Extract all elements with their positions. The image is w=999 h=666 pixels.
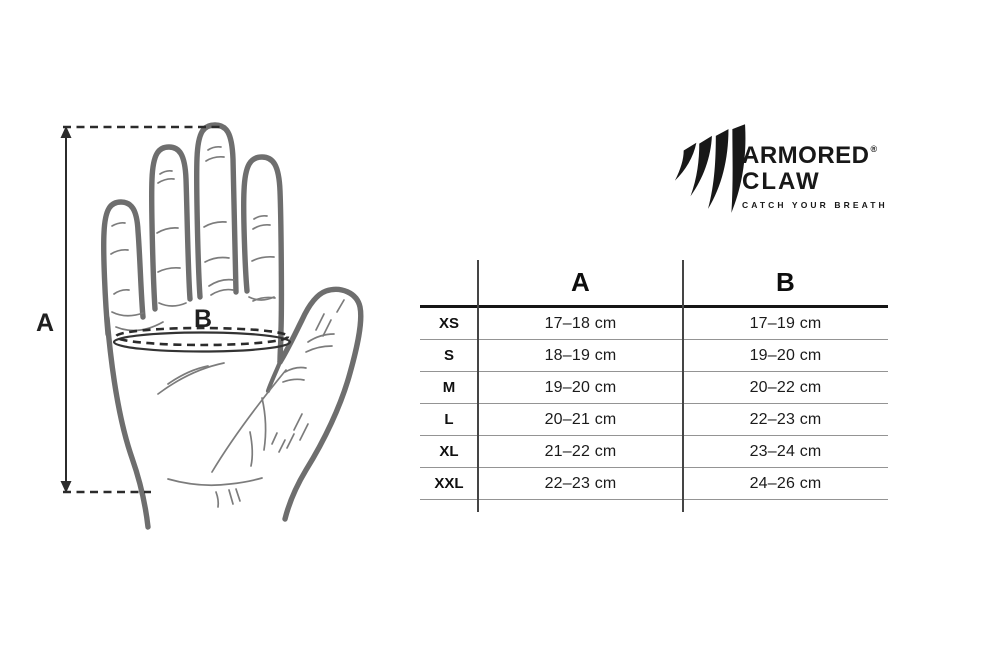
- dimension-label-b: B: [194, 305, 213, 333]
- size-label: S: [443, 347, 454, 364]
- measurement-b-ellipse: [112, 326, 292, 353]
- measurement-a-value: 19–20 cm: [544, 378, 617, 396]
- table-vertical-divider-left: [477, 260, 479, 512]
- measurement-b-value: 23–24 cm: [749, 442, 822, 460]
- size-label: XL: [439, 443, 459, 460]
- column-header-b: B: [776, 267, 795, 297]
- measurement-a-value: 20–21 cm: [544, 410, 617, 428]
- brand-name-claw: CLAW: [742, 168, 821, 195]
- measurement-b-value: 20–22 cm: [749, 378, 822, 396]
- measurement-a-value: 22–23 cm: [544, 474, 617, 492]
- measurement-a-arrow: [60, 125, 221, 494]
- table-vertical-divider-right: [682, 260, 684, 512]
- brand-wordmark: ARMORED® CLAW CATCH YOUR BREATH: [742, 124, 888, 211]
- size-label: XS: [438, 315, 459, 332]
- table-row-xxl: XXL 22–23 cm 24–26 cm: [420, 468, 888, 500]
- registered-trademark: ®: [870, 144, 878, 154]
- size-label: XXL: [434, 475, 464, 492]
- table-row-l: L 20–21 cm 22–23 cm: [420, 404, 888, 436]
- hand-illustration: [60, 122, 364, 530]
- brand-name-line1: ARMORED®: [742, 144, 888, 168]
- measurement-b-value: 22–23 cm: [749, 410, 822, 428]
- measurement-b-value: 17–19 cm: [749, 314, 822, 332]
- dimension-label-a: A: [36, 309, 55, 337]
- measurement-a-value: 17–18 cm: [544, 314, 617, 332]
- hand-sketch-details: [110, 145, 345, 508]
- table-row-s: S 18–19 cm 19–20 cm: [420, 340, 888, 372]
- hand-outline: [101, 122, 364, 530]
- measurement-a-value: 21–22 cm: [544, 442, 617, 460]
- measurement-b-value: 24–26 cm: [749, 474, 822, 492]
- size-table: A B XS 17–18 cm 17–19 cm S 18–19 cm 19–2…: [420, 260, 888, 512]
- brand-name-armored: ARMORED: [742, 142, 870, 169]
- hand-measurement-figure: A B: [30, 98, 380, 558]
- measurement-a-value: 18–19 cm: [544, 346, 617, 364]
- table-row-xs: XS 17–18 cm 17–19 cm: [420, 308, 888, 340]
- table-row-m: M 19–20 cm 20–22 cm: [420, 372, 888, 404]
- measurement-b-value: 19–20 cm: [749, 346, 822, 364]
- size-label: L: [444, 411, 454, 428]
- size-label: M: [442, 379, 456, 396]
- size-table-header: A B: [420, 260, 888, 308]
- column-header-a: A: [571, 267, 590, 297]
- claw-scratches-icon: [674, 124, 746, 213]
- table-row-xl: XL 21–22 cm 23–24 cm: [420, 436, 888, 468]
- brand-logo: ARMORED® CLAW CATCH YOUR BREATH: [672, 124, 888, 214]
- brand-tagline: CATCH YOUR BREATH: [742, 200, 888, 210]
